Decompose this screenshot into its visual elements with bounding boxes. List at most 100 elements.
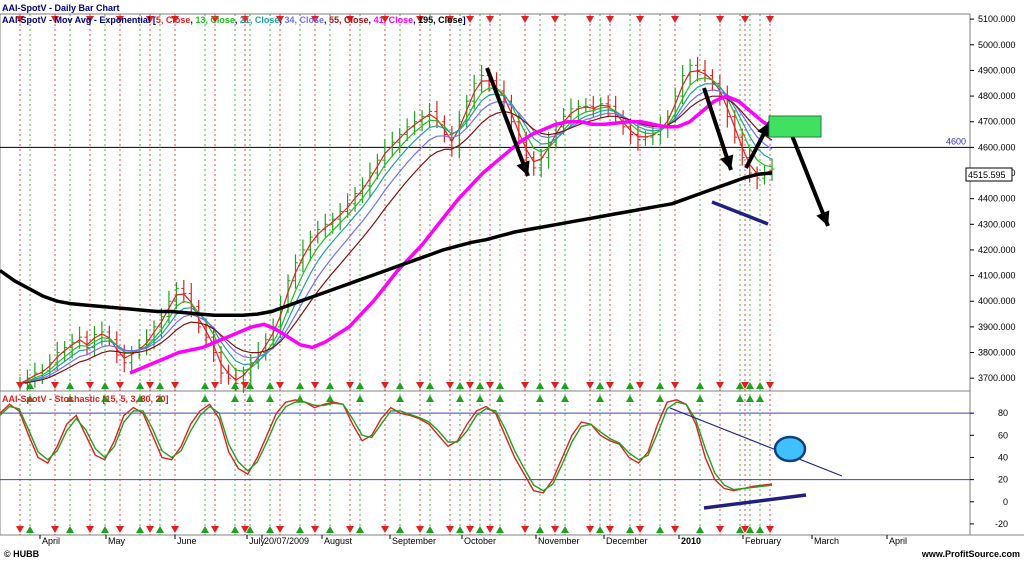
- up-arrow-icon: [456, 526, 464, 533]
- annotations: [485, 67, 843, 510]
- up-arrow-icon: [696, 395, 704, 402]
- trend-arrow-1: [485, 67, 530, 177]
- down-arrow-icon: [416, 16, 424, 23]
- down-arrow-icon: [211, 16, 219, 23]
- up-arrow-icon: [231, 395, 239, 402]
- ma-legend-item: 5, Close: [156, 15, 191, 25]
- down-arrow-icon: [521, 382, 529, 389]
- chart-title: AAI-SpotV - Daily Bar Chart: [2, 3, 120, 13]
- stoch-trend-line: [669, 407, 843, 477]
- ma-legend-item: 41, Close: [374, 15, 414, 25]
- up-arrow-icon: [561, 382, 569, 389]
- down-arrow-icon: [671, 16, 679, 23]
- price-tick-label: 5000.000: [978, 40, 1016, 50]
- month-label: May: [108, 536, 126, 546]
- down-arrow-icon: [311, 382, 319, 389]
- down-arrow-icon: [446, 382, 454, 389]
- up-arrow-icon: [201, 382, 209, 389]
- up-arrow-icon: [596, 382, 604, 389]
- down-arrow-icon: [381, 16, 389, 23]
- down-arrow-icon: [486, 16, 494, 23]
- stochastic-axis: -20 0 20 40 60 80: [970, 408, 1008, 529]
- up-arrow-icon: [396, 395, 404, 402]
- down-arrow-icon: [311, 16, 319, 23]
- down-arrow-icon: [671, 526, 679, 533]
- stoch-tick-label: 40: [998, 452, 1008, 462]
- up-arrow-icon: [536, 526, 544, 533]
- down-arrow-icon: [146, 382, 154, 389]
- down-arrow-icon: [16, 16, 24, 23]
- up-arrow-icon: [101, 526, 109, 533]
- down-arrow-icon: [146, 526, 154, 533]
- down-arrow-icon: [416, 526, 424, 533]
- down-arrow-icon: [171, 382, 179, 389]
- stochastic-title: AAI-SpotV - Stochastic [15, 5, 3, 80, 20…: [2, 394, 169, 404]
- down-arrow-icon: [86, 526, 94, 533]
- up-arrow-icon: [496, 526, 504, 533]
- ma195-line: [0, 171, 773, 318]
- level-4600-label: 4600: [946, 136, 966, 146]
- up-arrow-icon: [201, 395, 209, 402]
- down-arrow-icon: [486, 382, 494, 389]
- up-arrow-icon: [626, 526, 634, 533]
- copyright-text: © HUBB: [4, 549, 40, 559]
- down-arrow-icon: [716, 16, 724, 23]
- stoch-tick-label: -20: [995, 519, 1008, 529]
- month-label: 20/07/2009: [264, 536, 309, 546]
- highlight-circle: [773, 435, 807, 463]
- up-arrow-icon: [456, 395, 464, 402]
- ma-legend-prefix: AAI-SpotV - Mov Avg - Exponential [: [2, 15, 156, 25]
- down-arrow-icon: [116, 526, 124, 533]
- signal-arrows: [16, 16, 774, 533]
- month-label: September: [392, 536, 436, 546]
- source-text: www.ProfitSource.com: [921, 549, 1020, 559]
- down-arrow-icon: [446, 16, 454, 23]
- divergence-line-stoch: [703, 493, 807, 510]
- month-label: October: [464, 536, 496, 546]
- up-arrow-icon: [26, 526, 34, 533]
- price-tick-label: 3900.000: [978, 322, 1016, 332]
- down-arrow-icon: [86, 382, 94, 389]
- down-arrow-icon: [551, 16, 559, 23]
- price-tick-label: 4700.000: [978, 117, 1016, 127]
- up-arrow-icon: [736, 395, 744, 402]
- down-arrow-icon: [486, 526, 494, 533]
- trend-arrow-3-head: [757, 122, 770, 138]
- ma-legend-sep: ,: [369, 15, 374, 25]
- down-arrow-icon: [171, 16, 179, 23]
- ma-legend-suffix: ]: [463, 15, 466, 25]
- down-arrow-icon: [606, 382, 614, 389]
- price-tick-label: 4400.000: [978, 194, 1016, 204]
- up-arrow-icon: [656, 526, 664, 533]
- up-arrow-icon: [246, 395, 254, 402]
- down-arrow-icon: [636, 526, 644, 533]
- trend-arrow-4-head: [816, 210, 830, 226]
- down-arrow-icon: [551, 526, 559, 533]
- up-arrow-icon: [476, 526, 484, 533]
- up-arrow-icon: [426, 526, 434, 533]
- stoch-tick-label: 20: [998, 475, 1008, 485]
- month-label: August: [324, 536, 353, 546]
- down-arrow-icon: [211, 526, 219, 533]
- price-tick-label: 5100.000: [978, 14, 1016, 24]
- stoch-d-line: [0, 401, 773, 492]
- ma-legend-sep: ,: [324, 15, 329, 25]
- ma-legend: AAI-SpotV - Mov Avg - Exponential [5, Cl…: [2, 15, 466, 25]
- down-arrow-icon: [276, 16, 284, 23]
- down-arrow-icon: [586, 526, 594, 533]
- down-arrow-icon: [51, 16, 59, 23]
- month-label: November: [538, 536, 580, 546]
- down-arrow-icon: [241, 382, 249, 389]
- up-arrow-icon: [156, 395, 164, 402]
- up-arrow-icon: [496, 382, 504, 389]
- divergence-line-price: [711, 200, 769, 226]
- ma55-line: [19, 95, 773, 384]
- up-arrow-icon: [296, 382, 304, 389]
- ma-legend-sep: ,: [279, 15, 284, 25]
- up-arrow-icon: [736, 526, 744, 533]
- up-arrow-icon: [266, 526, 274, 533]
- up-arrow-icon: [296, 526, 304, 533]
